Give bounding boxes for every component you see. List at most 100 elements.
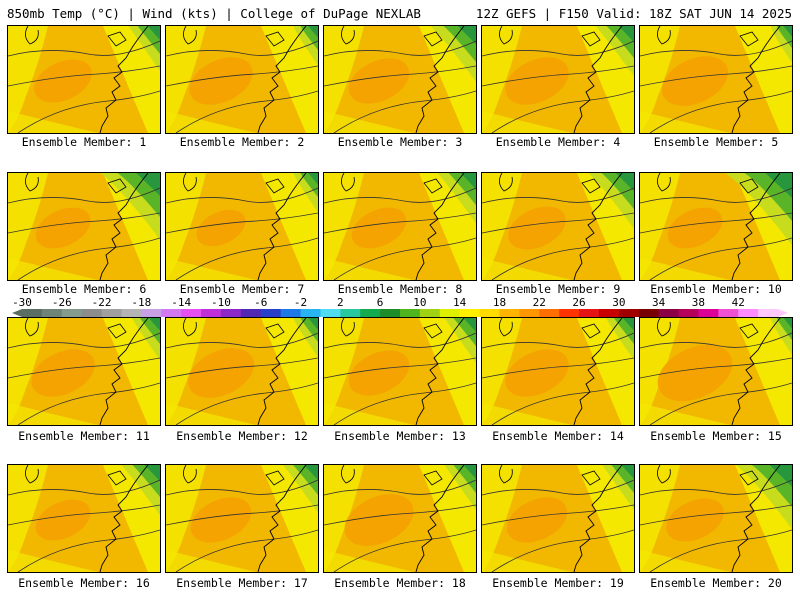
colorbar-tick-label: 14 — [453, 296, 467, 309]
colorbar-swatch — [280, 309, 302, 317]
colorbar-swatch — [400, 309, 421, 317]
ensemble-panel — [323, 464, 477, 573]
colorbar-swatch — [380, 309, 401, 317]
member-label: Ensemble Member: 3 — [337, 135, 463, 149]
colorbar-tick-label: 18 — [492, 296, 507, 309]
temperature-map — [482, 465, 634, 572]
colorbar-swatch — [559, 309, 580, 317]
ensemble-panel — [7, 25, 161, 134]
temperature-map — [640, 26, 792, 133]
colorbar-tick-label: 30 — [612, 296, 626, 309]
member-label: Ensemble Member: 2 — [179, 135, 305, 149]
colorbar-swatch — [181, 309, 202, 317]
member-label: Ensemble Member: 18 — [334, 576, 466, 590]
temperature-map — [8, 318, 160, 425]
member-label: Ensemble Member: 7 — [179, 282, 305, 296]
colorbar-swatch — [340, 309, 361, 317]
colorbar-swatch — [320, 309, 341, 317]
temperature-colorbar — [12, 309, 788, 317]
colorbar-swatch — [101, 309, 122, 317]
temperature-map — [166, 26, 318, 133]
temperature-map — [482, 173, 634, 280]
colorbar-min-arrow — [12, 309, 22, 317]
colorbar-swatch — [141, 309, 162, 317]
ensemble-panel — [323, 172, 477, 281]
temperature-map — [324, 26, 476, 133]
member-label: Ensemble Member: 19 — [492, 576, 624, 590]
colorbar-tick-label: -6 — [254, 296, 268, 309]
ensemble-panel — [165, 464, 319, 573]
colorbar-swatch — [161, 309, 182, 317]
colorbar-swatch — [758, 309, 779, 317]
temperature-map — [324, 173, 476, 280]
temperature-map — [8, 465, 160, 572]
map-title: 850mb Temp (°C) | Wind (kts) | College o… — [7, 6, 421, 21]
member-label: Ensemble Member: 16 — [18, 576, 150, 590]
member-label: Ensemble Member: 4 — [495, 135, 621, 149]
ensemble-panel — [7, 464, 161, 573]
colorbar-swatch — [41, 309, 63, 317]
temperature-map — [640, 318, 792, 425]
colorbar-swatch — [121, 309, 142, 317]
ensemble-panel — [323, 317, 477, 426]
colorbar-swatch — [61, 309, 83, 317]
colorbar-tick-label: -26 — [51, 296, 72, 309]
ensemble-panel — [165, 25, 319, 134]
member-label: Ensemble Member: 15 — [650, 429, 782, 443]
ensemble-panel — [639, 317, 793, 426]
colorbar-swatch — [718, 309, 739, 317]
colorbar-swatch — [459, 309, 481, 317]
member-label: Ensemble Member: 10 — [650, 282, 782, 296]
colorbar-swatch — [539, 309, 560, 317]
colorbar-tick-label: -22 — [91, 296, 112, 309]
temperature-map — [166, 173, 318, 280]
temperature-map — [482, 318, 634, 425]
colorbar-tick-label: 34 — [652, 296, 666, 309]
colorbar-tick-label: -10 — [211, 296, 231, 309]
member-label: Ensemble Member: 12 — [176, 429, 308, 443]
temperature-map — [482, 26, 634, 133]
temperature-map — [640, 465, 792, 572]
colorbar-tick-label: -30 — [12, 296, 32, 309]
colorbar-swatch — [220, 309, 242, 317]
member-label: Ensemble Member: 11 — [18, 429, 150, 443]
ensemble-panel — [639, 172, 793, 281]
colorbar-swatch — [240, 309, 262, 317]
ensemble-panel — [323, 25, 477, 134]
colorbar-swatch — [22, 309, 43, 317]
ensemble-panel — [481, 464, 635, 573]
member-label: Ensemble Member: 14 — [492, 429, 624, 443]
temperature-map — [8, 26, 160, 133]
colorbar-max-arrow — [778, 309, 788, 317]
colorbar-tick-label: 2 — [337, 296, 344, 309]
temperature-map — [324, 465, 476, 572]
colorbar-swatch — [638, 309, 660, 317]
member-label: Ensemble Member: 8 — [337, 282, 463, 296]
colorbar-tick-label: 26 — [572, 296, 586, 309]
ensemble-panel — [639, 464, 793, 573]
temperature-map — [166, 318, 318, 425]
colorbar-swatch — [698, 309, 719, 317]
colorbar-tick-label: 10 — [413, 296, 427, 309]
ensemble-panel — [7, 172, 161, 281]
colorbar-swatch — [439, 309, 461, 317]
colorbar-swatch — [519, 309, 540, 317]
ensemble-panel — [481, 172, 635, 281]
colorbar-swatch — [598, 309, 620, 317]
colorbar-tick-label: -14 — [171, 296, 192, 309]
temperature-map — [8, 173, 160, 280]
colorbar-swatch — [738, 309, 759, 317]
colorbar-swatch — [360, 309, 381, 317]
colorbar-swatch — [658, 309, 680, 317]
colorbar-swatch — [579, 309, 600, 317]
colorbar-swatch — [618, 309, 640, 317]
member-label: Ensemble Member: 5 — [653, 135, 779, 149]
colorbar-tick-label: -2 — [293, 296, 308, 309]
colorbar-swatch — [300, 309, 321, 317]
colorbar-tick-label: 42 — [731, 296, 745, 309]
member-label: Ensemble Member: 17 — [176, 576, 308, 590]
colorbar-tick-label: -18 — [131, 296, 152, 309]
colorbar-tick-label: 38 — [691, 296, 706, 309]
ensemble-panel — [7, 317, 161, 426]
colorbar-swatch — [419, 309, 441, 317]
